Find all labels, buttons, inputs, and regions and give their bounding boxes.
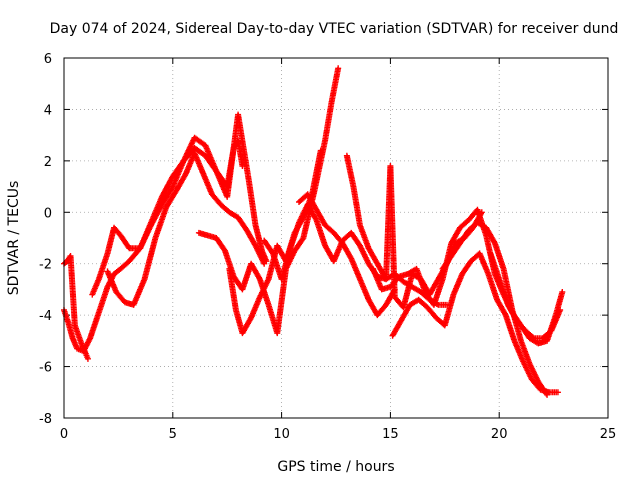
plot-frame <box>63 57 609 419</box>
x-tick-label: 0 <box>60 427 68 442</box>
data-point <box>317 147 324 154</box>
data-point <box>299 236 306 243</box>
grid <box>64 58 608 418</box>
data-marks <box>61 65 566 398</box>
y-tick-label: 0 <box>44 206 52 221</box>
y-tick-label: -6 <box>39 361 52 376</box>
tick-labels: 0 5 10 15 20 25 -8 -6 -4 -2 0 2 4 6 <box>39 52 616 442</box>
data-point <box>544 391 551 398</box>
series-sat-f <box>226 147 324 337</box>
y-tick-label: 2 <box>44 155 52 170</box>
data-point <box>529 334 536 341</box>
x-tick-label: 20 <box>491 427 508 442</box>
x-axis-label: GPS time / hours <box>277 459 394 475</box>
y-axis-label: SDTVAR / TECUs <box>6 181 22 296</box>
data-point <box>559 289 566 295</box>
series-sat-k <box>389 250 561 396</box>
series-sat-b <box>61 253 91 362</box>
x-tick-label: 25 <box>600 427 617 442</box>
series-sat-d <box>104 150 268 308</box>
chart-title: Day 074 of 2024, Sidereal Day-to-day VTE… <box>50 21 619 37</box>
x-tick-label: 15 <box>382 427 399 442</box>
y-tick-label: -4 <box>39 309 52 324</box>
y-tick-label: -8 <box>39 412 52 427</box>
data-point <box>543 390 550 397</box>
y-tick-label: 4 <box>44 103 52 118</box>
x-tick-label: 10 <box>273 427 290 442</box>
y-tick-label: 6 <box>44 52 52 67</box>
data-point <box>554 389 561 396</box>
x-tick-label: 5 <box>169 427 177 442</box>
series-sat-h <box>296 191 398 319</box>
y-tick-label: -2 <box>39 258 52 273</box>
data-point <box>557 307 564 313</box>
data-point <box>261 260 268 267</box>
series-sat-m <box>487 250 564 342</box>
series-sat-c <box>89 111 270 298</box>
data-point <box>84 355 91 362</box>
series-sat-l <box>439 219 551 398</box>
data-point <box>335 65 342 72</box>
